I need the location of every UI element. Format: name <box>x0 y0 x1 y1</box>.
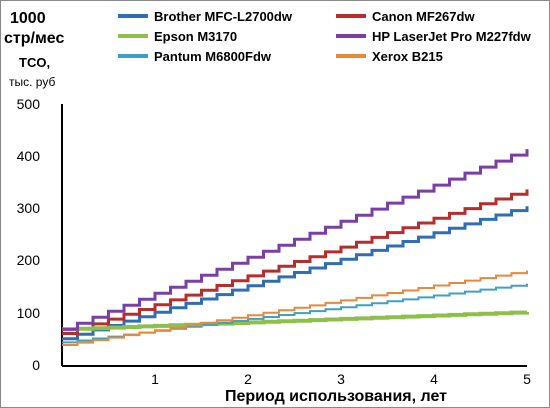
x-tick-label-4: 4 <box>430 371 438 387</box>
legend-label-hp: HP LaserJet Pro M227fdw <box>372 29 532 44</box>
chart-title-line-2: стр/мес <box>4 30 64 47</box>
chart-title-line-1: 1000 <box>10 10 46 27</box>
y-axis-label-line-1: TCO, <box>19 55 50 70</box>
legend: Brother MFC-L2700dw Canon MF267dw Epson … <box>118 9 532 64</box>
series-line-brother <box>62 206 529 341</box>
plot-area <box>62 149 529 346</box>
series-line-epson <box>62 310 529 332</box>
x-tick-label-2: 2 <box>244 371 252 387</box>
y-tick-label-500: 500 <box>17 96 41 112</box>
legend-label-brother: Brother MFC-L2700dw <box>154 9 293 24</box>
series-line-hp <box>62 149 529 331</box>
x-tick-label-1: 1 <box>151 371 159 387</box>
y-tick-label-300: 300 <box>17 200 41 216</box>
x-tick-label-3: 3 <box>337 371 345 387</box>
y-tick-label-200: 200 <box>17 252 41 268</box>
series-line-xerox <box>62 270 528 346</box>
y-tick-label-0: 0 <box>32 357 40 373</box>
legend-label-xerox: Xerox B215 <box>372 49 443 64</box>
x-tick-label-5: 5 <box>523 371 531 387</box>
legend-label-epson: Epson M3170 <box>154 29 237 44</box>
legend-label-pantum: Pantum M6800Fdw <box>154 49 272 64</box>
y-tick-label-400: 400 <box>17 148 41 164</box>
series-line-canon <box>62 189 529 335</box>
y-tick-label-100: 100 <box>17 305 41 321</box>
legend-label-canon: Canon MF267dw <box>372 9 475 24</box>
y-axis-label-line-2: тыс. руб <box>9 75 55 89</box>
x-axis-label: Период использования, лет <box>225 388 447 405</box>
